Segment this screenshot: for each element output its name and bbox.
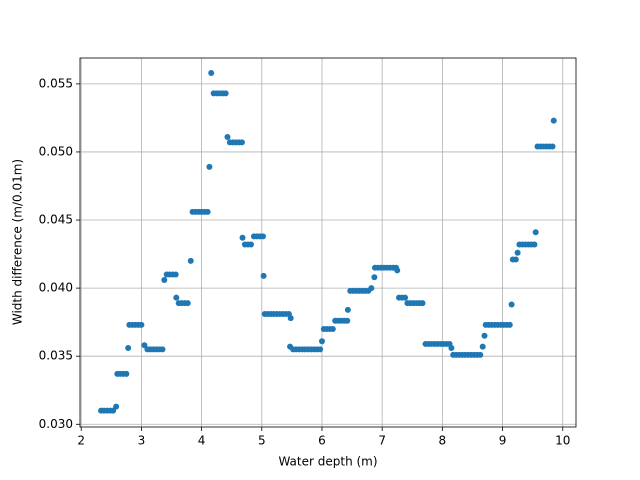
point [222, 90, 229, 97]
x-tick-label: 3 [138, 434, 146, 448]
y-tick-label: 0.045 [39, 213, 73, 227]
y-tick-label: 0.030 [39, 417, 73, 431]
point [138, 321, 145, 328]
point [514, 249, 521, 256]
point [173, 294, 180, 301]
y-tick-label: 0.035 [39, 349, 73, 363]
point [549, 143, 556, 150]
x-tick-label: 8 [439, 434, 447, 448]
point [123, 370, 130, 377]
point [550, 117, 557, 124]
point [419, 300, 426, 307]
point [260, 272, 267, 279]
point [204, 208, 211, 215]
point [239, 234, 246, 241]
x-axis-label: Water depth (m) [278, 455, 377, 469]
point [161, 276, 168, 283]
point [113, 403, 120, 410]
x-tick-label: 5 [258, 434, 266, 448]
point [508, 301, 515, 308]
x-tick-label: 4 [198, 434, 206, 448]
point [317, 346, 324, 353]
point [344, 317, 351, 324]
point [224, 133, 231, 140]
point [159, 346, 166, 353]
point [318, 338, 325, 345]
point [247, 241, 254, 248]
point [371, 274, 378, 281]
x-tick-label: 2 [77, 434, 85, 448]
x-tick-label: 6 [318, 434, 326, 448]
point [402, 294, 409, 301]
y-tick-label: 0.050 [39, 144, 73, 158]
point [394, 267, 401, 274]
point [479, 343, 486, 350]
point [477, 351, 484, 358]
point [125, 345, 132, 352]
point [206, 163, 213, 170]
point [172, 271, 179, 278]
point [448, 345, 455, 352]
point [259, 233, 266, 240]
point [481, 332, 488, 339]
y-tick-label: 0.055 [39, 76, 73, 90]
point [329, 325, 336, 332]
point [531, 241, 538, 248]
point [512, 256, 519, 263]
x-tick-label: 7 [378, 434, 386, 448]
y-tick-label: 0.040 [39, 281, 73, 295]
point [506, 321, 513, 328]
point [368, 285, 375, 292]
x-tick-label: 9 [499, 434, 507, 448]
point [238, 139, 245, 146]
point [287, 315, 294, 322]
point [184, 300, 191, 307]
point [208, 69, 215, 76]
point [532, 229, 539, 236]
x-tick-label: 10 [555, 434, 570, 448]
y-axis-label: Width difference (m/0.01m) [11, 159, 25, 325]
point [344, 306, 351, 313]
plot-frame [79, 57, 577, 428]
point [187, 257, 194, 264]
